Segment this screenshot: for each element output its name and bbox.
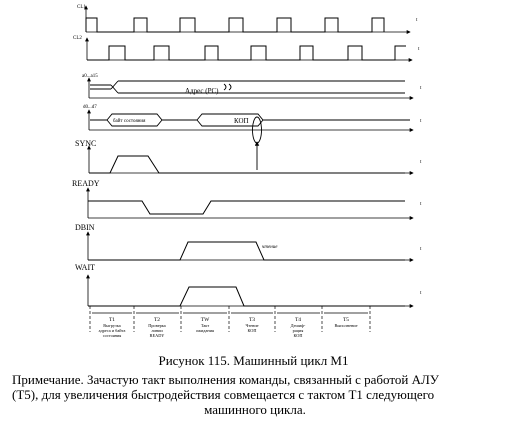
note-line: машинного цикла. (204, 402, 306, 417)
axis-t-label: t (420, 119, 422, 124)
read-annotation: чтение (262, 245, 278, 250)
state-desc: состояния (103, 333, 122, 338)
state-name: TW (201, 317, 210, 323)
signal-label-wait: WAIT (75, 263, 95, 272)
timing-diagram: CL1 CL2 a0...a15 d0...d7 SYNC READY DBIN… (72, 5, 422, 338)
sync-waveform (89, 155, 405, 174)
state-desc: ожидания (196, 328, 214, 333)
wait-waveform (88, 286, 405, 307)
note-line: (T5), для увеличения быстродействия совм… (12, 387, 435, 402)
figure-note: Примечание. Зачастую такт выполнения ком… (12, 372, 498, 417)
figure-caption: Рисунок 115. Машинный цикл М1 (158, 353, 349, 368)
axis-t-label: t (420, 160, 422, 165)
axis-t-label: t (420, 247, 422, 252)
state-name: T1 (109, 317, 115, 323)
state-desc: Выполнение (334, 323, 357, 328)
axis-t-label: t (416, 18, 418, 23)
cl2-waveform (87, 45, 406, 61)
state-name: T5 (343, 317, 349, 323)
state-name: T4 (295, 317, 301, 323)
cl1-waveform (85, 17, 385, 33)
axis-t-label: t (420, 86, 422, 91)
note-line: Примечание. Зачастую такт выполнения ком… (12, 372, 439, 387)
address-bus-label: Адрес (PC) (185, 87, 219, 95)
state-desc: линии (151, 328, 163, 333)
signal-label-sync: SYNC (75, 139, 96, 148)
axis-t-label: t (420, 202, 422, 207)
state-desc: КОП (294, 333, 303, 338)
state-desc: Выгрузка (103, 323, 120, 328)
state-desc: Чтение (245, 323, 258, 328)
state-desc: адреса и байта (99, 328, 126, 333)
time-axis-labels: t t t t t t t t (416, 18, 422, 296)
status-byte-label: байт состояния (113, 119, 146, 124)
address-bus (90, 80, 405, 94)
signal-label-ready: READY (72, 179, 100, 188)
signal-label-cl2: CL2 (73, 36, 82, 41)
signal-label-address: a0...a15 (82, 74, 98, 79)
ready-waveform (88, 200, 405, 215)
state-name: T3 (249, 317, 255, 323)
state-desc: рация (293, 328, 304, 333)
state-boundaries (89, 306, 371, 332)
axis-t-label: t (418, 47, 420, 52)
signal-label-dbin: DBIN (75, 223, 95, 232)
signal-label-cl1: CL1 (77, 5, 86, 10)
state-desc: КОП (248, 328, 257, 333)
state-name: T2 (154, 317, 160, 323)
dbin-waveform (88, 241, 405, 261)
opcode-label: КОП (234, 117, 249, 125)
state-desc: Такт (201, 323, 209, 328)
state-desc: Проверка (148, 323, 165, 328)
signal-label-data: d0...d7 (83, 105, 97, 110)
state-labels: T1 Выгрузка адреса и байта состояния T2 … (99, 317, 358, 338)
axis-t-label: t (420, 291, 422, 296)
state-desc: READY (150, 333, 165, 338)
state-desc: Дешиф- (291, 323, 306, 328)
